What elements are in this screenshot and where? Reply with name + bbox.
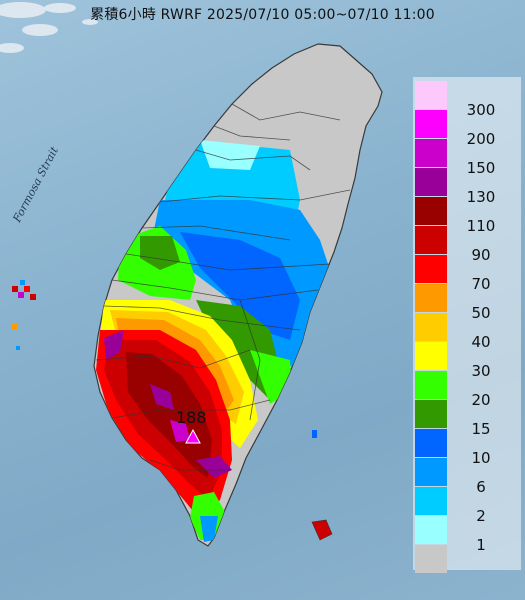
legend-label: 15 (471, 420, 491, 438)
map-title: 累積6小時 RWRF 2025/07/10 05:00~07/10 11:00 (90, 7, 435, 23)
legend-swatch (415, 545, 447, 573)
legend-swatch (415, 255, 447, 283)
legend-label: 50 (471, 304, 491, 322)
legend-label: 90 (471, 246, 491, 264)
legend-label: 70 (471, 275, 491, 293)
county-boundaries (95, 103, 351, 471)
lanyu-rain (311, 430, 333, 541)
cloud-patches (0, 2, 98, 53)
legend-label: 110 (466, 217, 496, 235)
penghu-rain (12, 280, 36, 350)
legend-swatch (415, 139, 447, 167)
max-value-label: 188 (176, 408, 207, 427)
legend-label: 200 (466, 130, 496, 148)
legend-swatch (415, 342, 447, 370)
legend-swatch (415, 284, 447, 312)
legend-swatch (415, 487, 447, 515)
legend-swatch (415, 197, 447, 225)
legend-swatch (415, 516, 447, 544)
legend-swatch (415, 429, 447, 457)
legend-swatch (415, 226, 447, 254)
legend-label: 300 (466, 101, 496, 119)
legend-swatch (415, 313, 447, 341)
legend-swatch (415, 168, 447, 196)
legend-label: 130 (466, 188, 496, 206)
legend-swatch (415, 458, 447, 486)
legend-swatch (415, 400, 447, 428)
legend-label: 2 (476, 507, 486, 525)
legend-label: 1 (476, 536, 486, 554)
legend-label: 6 (476, 478, 486, 496)
legend-swatch (415, 110, 447, 138)
legend-label: 150 (466, 159, 496, 177)
legend-label: 40 (471, 333, 491, 351)
legend-swatch (415, 371, 447, 399)
legend-label: 20 (471, 391, 491, 409)
color-legend: 300 200 150 130 110 90 70 50 40 30 20 15 10 6 2 1 (413, 77, 521, 573)
max-rainfall-marker (185, 428, 201, 444)
legend-label: 30 (471, 362, 491, 380)
legend-swatch (415, 81, 447, 109)
legend-label: 10 (471, 449, 491, 467)
rainfall-layers (96, 140, 330, 542)
